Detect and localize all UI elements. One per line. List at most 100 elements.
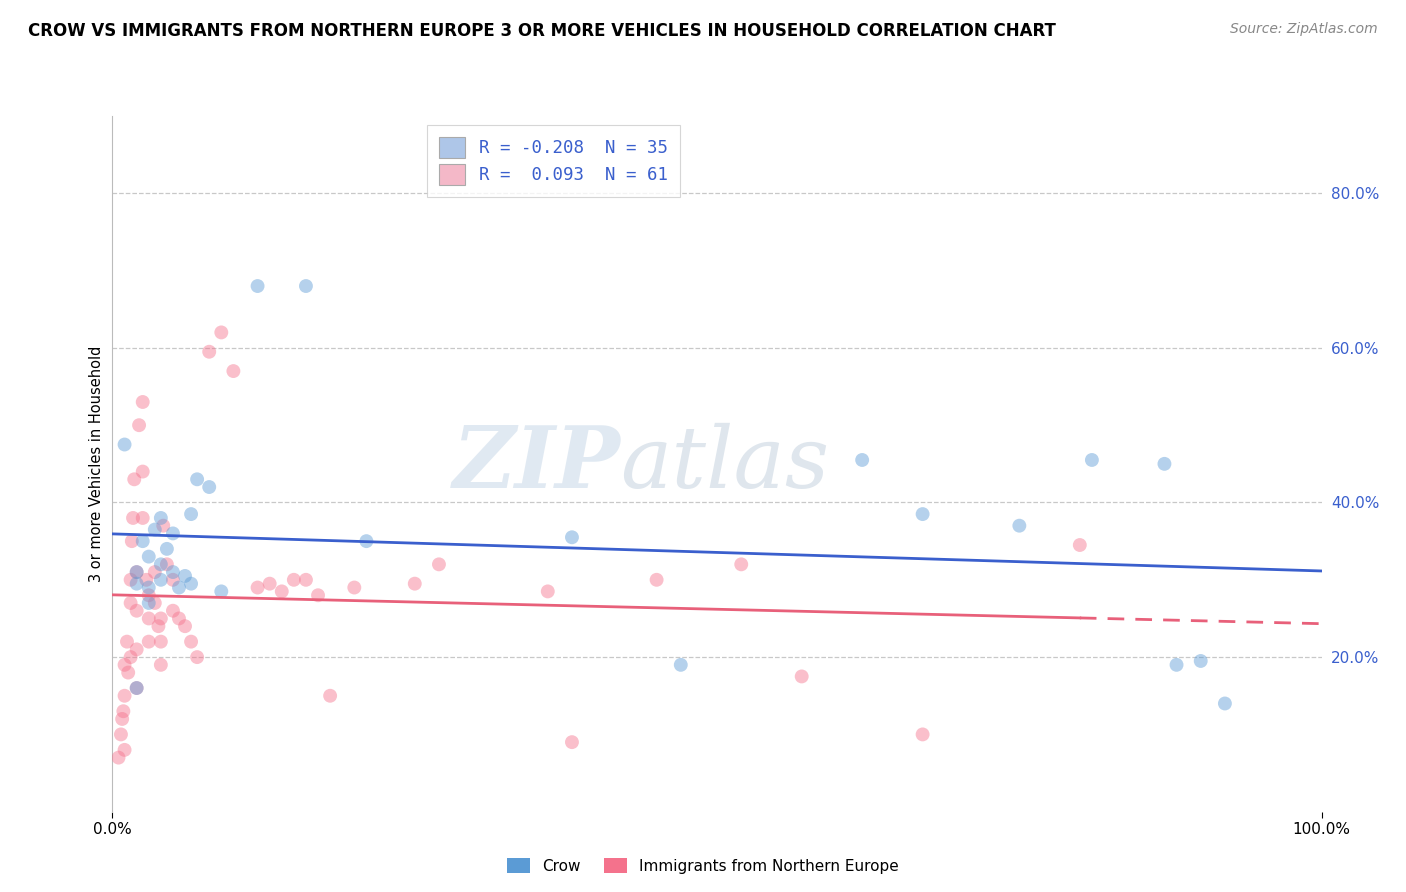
Text: CROW VS IMMIGRANTS FROM NORTHERN EUROPE 3 OR MORE VEHICLES IN HOUSEHOLD CORRELAT: CROW VS IMMIGRANTS FROM NORTHERN EUROPE …: [28, 22, 1056, 40]
Point: [149, 558, 172, 572]
Point: [198, 344, 221, 359]
Point: [138, 588, 160, 602]
Point: [295, 573, 318, 587]
Point: [112, 704, 135, 718]
Point: [111, 712, 134, 726]
Point: [1008, 518, 1031, 533]
Point: [427, 558, 450, 572]
Point: [246, 279, 269, 293]
Point: [162, 573, 184, 587]
Point: [148, 619, 170, 633]
Point: [162, 526, 184, 541]
Point: [143, 565, 166, 579]
Point: [128, 418, 150, 433]
Point: [114, 743, 136, 757]
Point: [561, 530, 583, 544]
Point: [167, 611, 190, 625]
Legend: Crow, Immigrants from Northern Europe: Crow, Immigrants from Northern Europe: [501, 852, 905, 880]
Point: [356, 534, 378, 549]
Point: [125, 565, 148, 579]
Point: [561, 735, 583, 749]
Text: ZIP: ZIP: [453, 422, 620, 506]
Point: [132, 511, 155, 525]
Legend: R = -0.208  N = 35, R =  0.093  N = 61: R = -0.208 N = 35, R = 0.093 N = 61: [427, 125, 681, 197]
Point: [125, 576, 148, 591]
Point: [180, 507, 202, 521]
Point: [138, 611, 160, 625]
Point: [125, 681, 148, 695]
Point: [125, 681, 148, 695]
Point: [107, 750, 129, 764]
Point: [120, 596, 142, 610]
Point: [122, 511, 145, 525]
Point: [122, 472, 145, 486]
Point: [115, 634, 138, 648]
Point: [911, 507, 934, 521]
Point: [167, 581, 190, 595]
Point: [132, 465, 155, 479]
Point: [138, 596, 160, 610]
Y-axis label: 3 or more Vehicles in Household: 3 or more Vehicles in Household: [89, 346, 104, 582]
Point: [246, 581, 269, 595]
Point: [149, 611, 172, 625]
Point: [110, 727, 132, 741]
Point: [1069, 538, 1091, 552]
Point: [645, 573, 668, 587]
Point: [120, 650, 142, 665]
Point: [1166, 657, 1188, 672]
Text: atlas: atlas: [620, 423, 830, 505]
Point: [149, 634, 172, 648]
Point: [186, 650, 208, 665]
Point: [1213, 697, 1236, 711]
Point: [669, 657, 692, 672]
Point: [149, 657, 172, 672]
Point: [114, 689, 136, 703]
Point: [132, 534, 155, 549]
Point: [283, 573, 305, 587]
Point: [730, 558, 752, 572]
Point: [851, 453, 873, 467]
Point: [186, 472, 208, 486]
Point: [1153, 457, 1175, 471]
Point: [135, 573, 157, 587]
Point: [120, 573, 142, 587]
Point: [162, 604, 184, 618]
Point: [180, 634, 202, 648]
Point: [1189, 654, 1212, 668]
Point: [537, 584, 560, 599]
Point: [162, 565, 184, 579]
Point: [198, 480, 221, 494]
Point: [295, 279, 318, 293]
Point: [138, 549, 160, 564]
Point: [149, 573, 172, 587]
Point: [143, 596, 166, 610]
Point: [270, 584, 292, 599]
Point: [343, 581, 366, 595]
Text: Source: ZipAtlas.com: Source: ZipAtlas.com: [1230, 22, 1378, 37]
Point: [138, 634, 160, 648]
Point: [125, 604, 148, 618]
Point: [138, 581, 160, 595]
Point: [174, 619, 197, 633]
Point: [149, 511, 172, 525]
Point: [156, 541, 179, 556]
Point: [152, 518, 174, 533]
Point: [125, 642, 148, 657]
Point: [114, 437, 136, 451]
Point: [319, 689, 342, 703]
Point: [180, 576, 202, 591]
Point: [114, 657, 136, 672]
Point: [156, 558, 179, 572]
Point: [911, 727, 934, 741]
Point: [121, 534, 143, 549]
Point: [259, 576, 281, 591]
Point: [222, 364, 245, 378]
Point: [209, 326, 232, 340]
Point: [125, 565, 148, 579]
Point: [117, 665, 139, 680]
Point: [790, 669, 813, 683]
Point: [143, 523, 166, 537]
Point: [209, 584, 232, 599]
Point: [1081, 453, 1104, 467]
Point: [404, 576, 426, 591]
